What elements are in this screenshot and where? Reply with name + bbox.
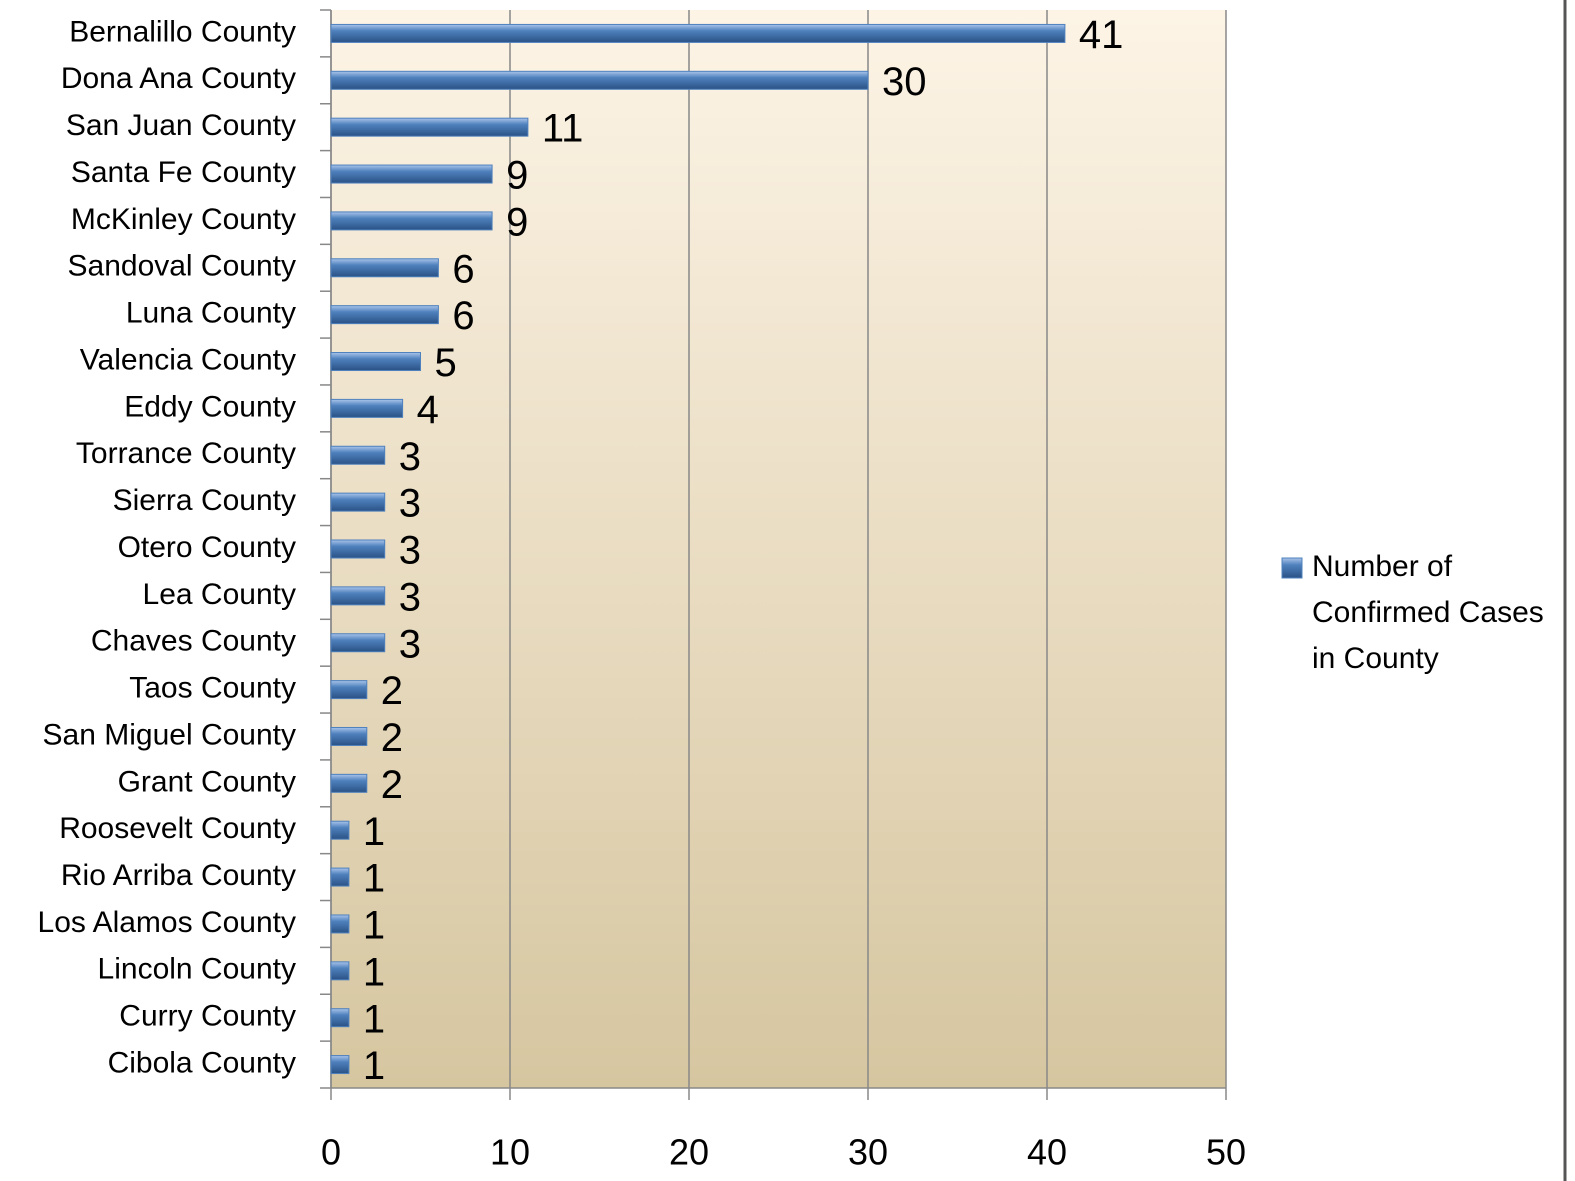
y-tick-label: Cibola County [108,1046,296,1079]
value-label: 4 [417,388,439,432]
bar [330,680,368,700]
value-label: 3 [399,622,421,666]
value-label: 1 [363,857,385,901]
y-tick-label: Valencia County [80,343,296,376]
value-label: 5 [435,341,457,385]
y-tick-label: San Miguel County [43,718,296,751]
bar [330,305,439,325]
y-tick-label: Torrance County [76,437,296,470]
x-tick-label: 40 [1027,1132,1067,1173]
y-tick-label: Otero County [118,531,296,564]
value-label: 3 [399,482,421,526]
value-label: 30 [882,60,927,104]
value-label: 11 [542,107,584,151]
legend-swatch [1281,557,1303,579]
bar [330,961,350,981]
bar [330,726,368,746]
bar [330,445,386,465]
y-tick-label: San Juan County [66,109,296,142]
value-label: 3 [399,575,421,619]
y-tick-label: Lincoln County [98,953,296,986]
x-tick-label: 50 [1206,1132,1246,1173]
value-label: 9 [506,200,528,244]
value-label: 2 [381,669,403,713]
y-tick-label: Sandoval County [68,250,297,283]
legend-label: Number of Confirmed Cases in County [1312,550,1544,675]
y-tick-label: Santa Fe County [71,156,296,189]
value-label: 2 [381,763,403,807]
y-tick-label: Los Alamos County [38,906,296,939]
bar [330,70,869,90]
bar [330,211,493,231]
plot-area [331,10,1226,1088]
bar [330,539,386,559]
y-tick-label: Taos County [129,672,296,705]
y-tick-label: Eddy County [124,390,296,423]
y-tick-label: Chaves County [91,625,296,658]
value-label: 6 [452,294,474,338]
bar [330,633,386,653]
value-label: 9 [506,154,528,198]
value-label: 41 [1079,13,1124,57]
y-tick-label: Rio Arriba County [61,859,296,892]
value-label: 2 [381,716,403,760]
value-label: 1 [363,997,385,1041]
bar [330,398,404,418]
y-tick-label: Lea County [143,578,296,611]
bar [330,352,421,372]
value-label: 3 [399,529,421,573]
bar [330,1055,350,1075]
bar [330,492,386,512]
value-label: 1 [363,904,385,948]
bar [330,914,350,934]
x-tick-label: 20 [669,1132,709,1173]
bar [330,23,1066,43]
x-tick-label: 30 [848,1132,888,1173]
bar [330,1008,350,1028]
bar [330,586,386,606]
value-label: 3 [399,435,421,479]
y-tick-label: Bernalillo County [69,15,296,48]
bar [330,258,439,278]
value-label: 6 [452,247,474,291]
bar [330,867,350,887]
bar [330,820,350,840]
y-tick-label: Curry County [119,1000,296,1033]
y-tick-label: Dona Ana County [61,62,296,95]
y-tick-label: Luna County [126,297,296,330]
value-label: 1 [363,1044,385,1088]
bar [330,164,493,184]
y-tick-label: Sierra County [113,484,296,517]
bar [330,773,368,793]
value-label: 1 [363,950,385,994]
x-tick-label: 10 [490,1132,530,1173]
x-tick-label: 0 [321,1132,341,1173]
bar [330,117,529,137]
value-label: 1 [363,810,385,854]
y-tick-label: McKinley County [71,203,296,236]
y-tick-label: Roosevelt County [59,812,296,845]
y-tick-label: Grant County [118,765,296,798]
